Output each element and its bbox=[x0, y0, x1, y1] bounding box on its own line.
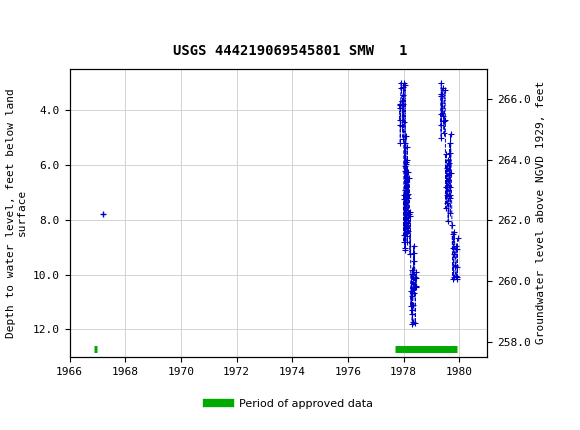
Y-axis label: Depth to water level, feet below land
surface: Depth to water level, feet below land su… bbox=[6, 88, 27, 338]
Text: ▓USGS: ▓USGS bbox=[12, 15, 66, 36]
Y-axis label: Groundwater level above NGVD 1929, feet: Groundwater level above NGVD 1929, feet bbox=[536, 81, 546, 344]
Legend: Period of approved data: Period of approved data bbox=[203, 395, 377, 414]
Text: USGS 444219069545801 SMW   1: USGS 444219069545801 SMW 1 bbox=[173, 44, 407, 58]
